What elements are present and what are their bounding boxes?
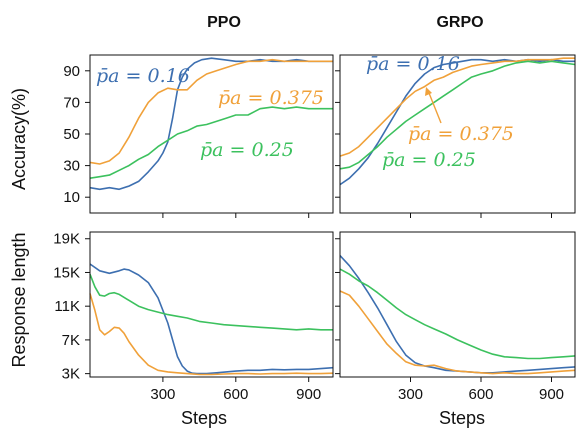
y-tick-label: 50 [63,126,80,143]
y-tick-label: 10 [63,189,80,206]
plot-frame [339,231,576,378]
y-tick-label: 19K [53,231,80,248]
annotation-grpo-pa-0375: p̄a = 0.375 [408,123,514,145]
series-line-1 [339,255,576,374]
y-tick-label: 7K [62,332,80,349]
x-tick-label: 900 [296,386,321,403]
panel-ppo-accuracy: 10 30 50 70 90 [63,54,334,218]
series-line-2 [339,290,576,375]
annotation-grpo-pa-016: p̄a = 0.16 [366,53,460,75]
y-tick-label: 90 [63,63,80,80]
series-line-2 [89,293,334,376]
series-line-2 [89,58,333,165]
xlabel-steps-right: Steps [439,408,485,428]
series-line-3 [339,268,576,360]
panel-grpo-accuracy [335,54,576,218]
series-line-2 [339,57,575,157]
series-line-3 [89,273,333,331]
ylabel-response-length: Response length [9,232,29,367]
series-line-3 [89,106,333,179]
plot-frame [89,231,334,378]
y-tick-label: 3K [62,366,80,383]
x-tick-label: 300 [150,386,175,403]
y-tick-label: 30 [63,158,80,175]
x-tick-label: 900 [539,386,564,403]
series-line-3 [339,60,576,170]
x-tick-label: 300 [398,386,423,403]
title-grpo: GRPO [436,14,483,31]
y-tick-label: 15K [53,264,80,281]
annotation-ppo-pa-016: p̄a = 0.16 [96,65,190,87]
annotation-ppo-pa-025: p̄a = 0.25 [200,139,294,161]
xlabel-steps-left: Steps [181,408,227,428]
annotation-arrow [425,87,442,124]
x-tick-label: 600 [223,386,248,403]
ylabel-accuracy: Accuracy(%) [9,88,29,190]
title-ppo: PPO [207,14,241,31]
series-line-1 [89,263,334,375]
annotation-ppo-pa-0375: p̄a = 0.375 [218,87,324,109]
panel-ppo-response-length: 300 600 900 3K 7K 11K 15K 19K [53,231,334,403]
panel-grpo-response-length: 300 600 900 [335,231,576,403]
y-tick-label: 70 [63,94,80,111]
y-tick-label: 11K [54,298,80,315]
annotation-grpo-pa-025: p̄a = 0.25 [382,149,476,171]
x-tick-label: 600 [468,386,493,403]
